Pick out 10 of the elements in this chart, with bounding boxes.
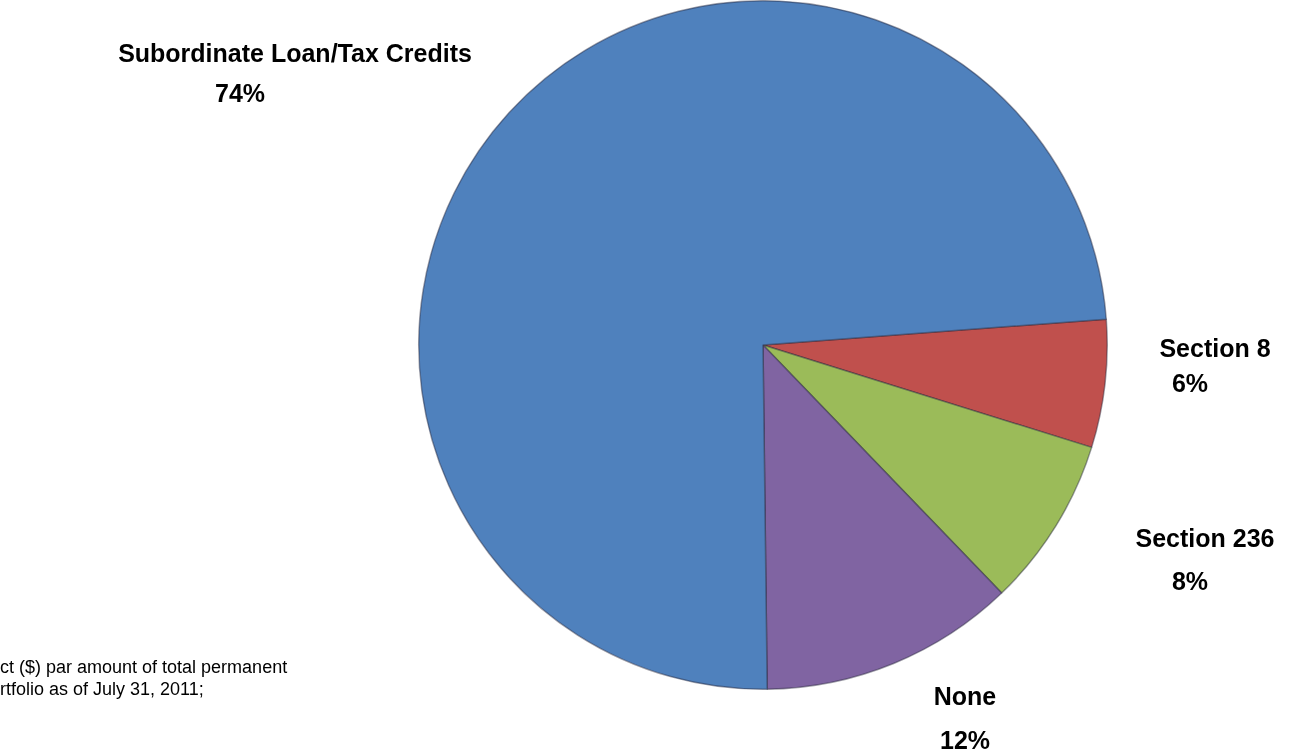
slice-label: Section 8 — [1159, 333, 1271, 362]
data-label: 8% — [1171, 566, 1209, 595]
slice-label: Section 236 — [1135, 523, 1275, 552]
data-label: 6% — [1171, 368, 1209, 397]
data-label: 12% — [939, 725, 991, 753]
text: rtfolio as of July 31, 2011; — [0, 678, 204, 699]
slice-label: Subordinate Loan/Tax Credits — [118, 38, 472, 67]
text: ct ($) par amount of total permanent — [0, 656, 288, 677]
slice-label: None — [933, 681, 997, 710]
data-label: 74% — [214, 78, 266, 107]
